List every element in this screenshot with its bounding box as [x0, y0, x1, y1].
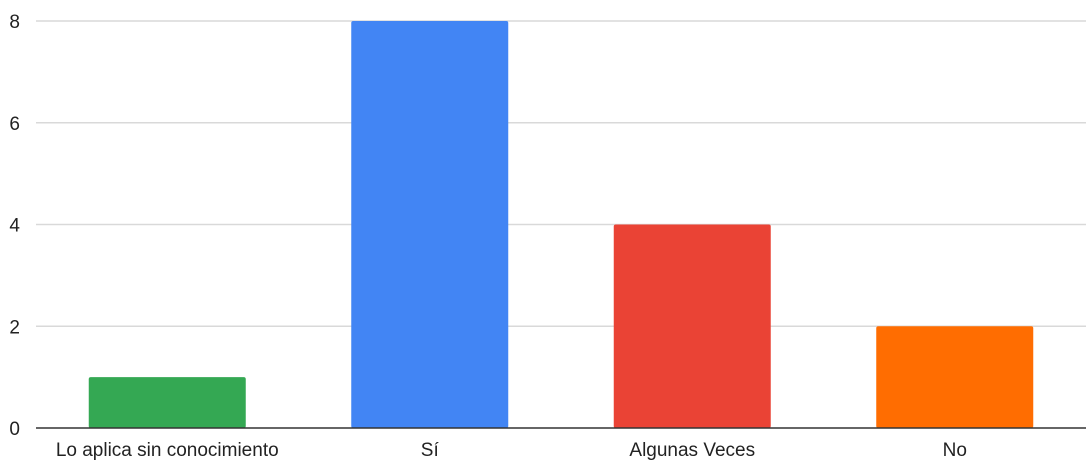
bar-2: [351, 21, 509, 428]
y-tick-label: 0: [9, 419, 20, 440]
y-tick-label: 4: [9, 216, 20, 237]
gridlines: [36, 20, 1086, 327]
y-axis-ticks: 0 2 4 6 8: [9, 12, 20, 440]
y-tick-label: 8: [9, 12, 20, 33]
bar-3: [613, 224, 771, 428]
y-tick-label: 6: [9, 114, 20, 135]
x-category-label: Sí: [421, 440, 440, 461]
bars: [88, 21, 1034, 428]
x-category-label: Algunas Veces: [629, 440, 755, 461]
bar-1: [88, 377, 246, 428]
bar-4: [876, 326, 1034, 428]
y-tick-label: 2: [9, 317, 20, 338]
x-category-label: No: [943, 440, 967, 461]
x-category-label: Lo aplica sin conocimiento: [56, 440, 279, 461]
x-axis-labels: Lo aplica sin conocimiento Sí Algunas Vece…: [56, 440, 967, 461]
